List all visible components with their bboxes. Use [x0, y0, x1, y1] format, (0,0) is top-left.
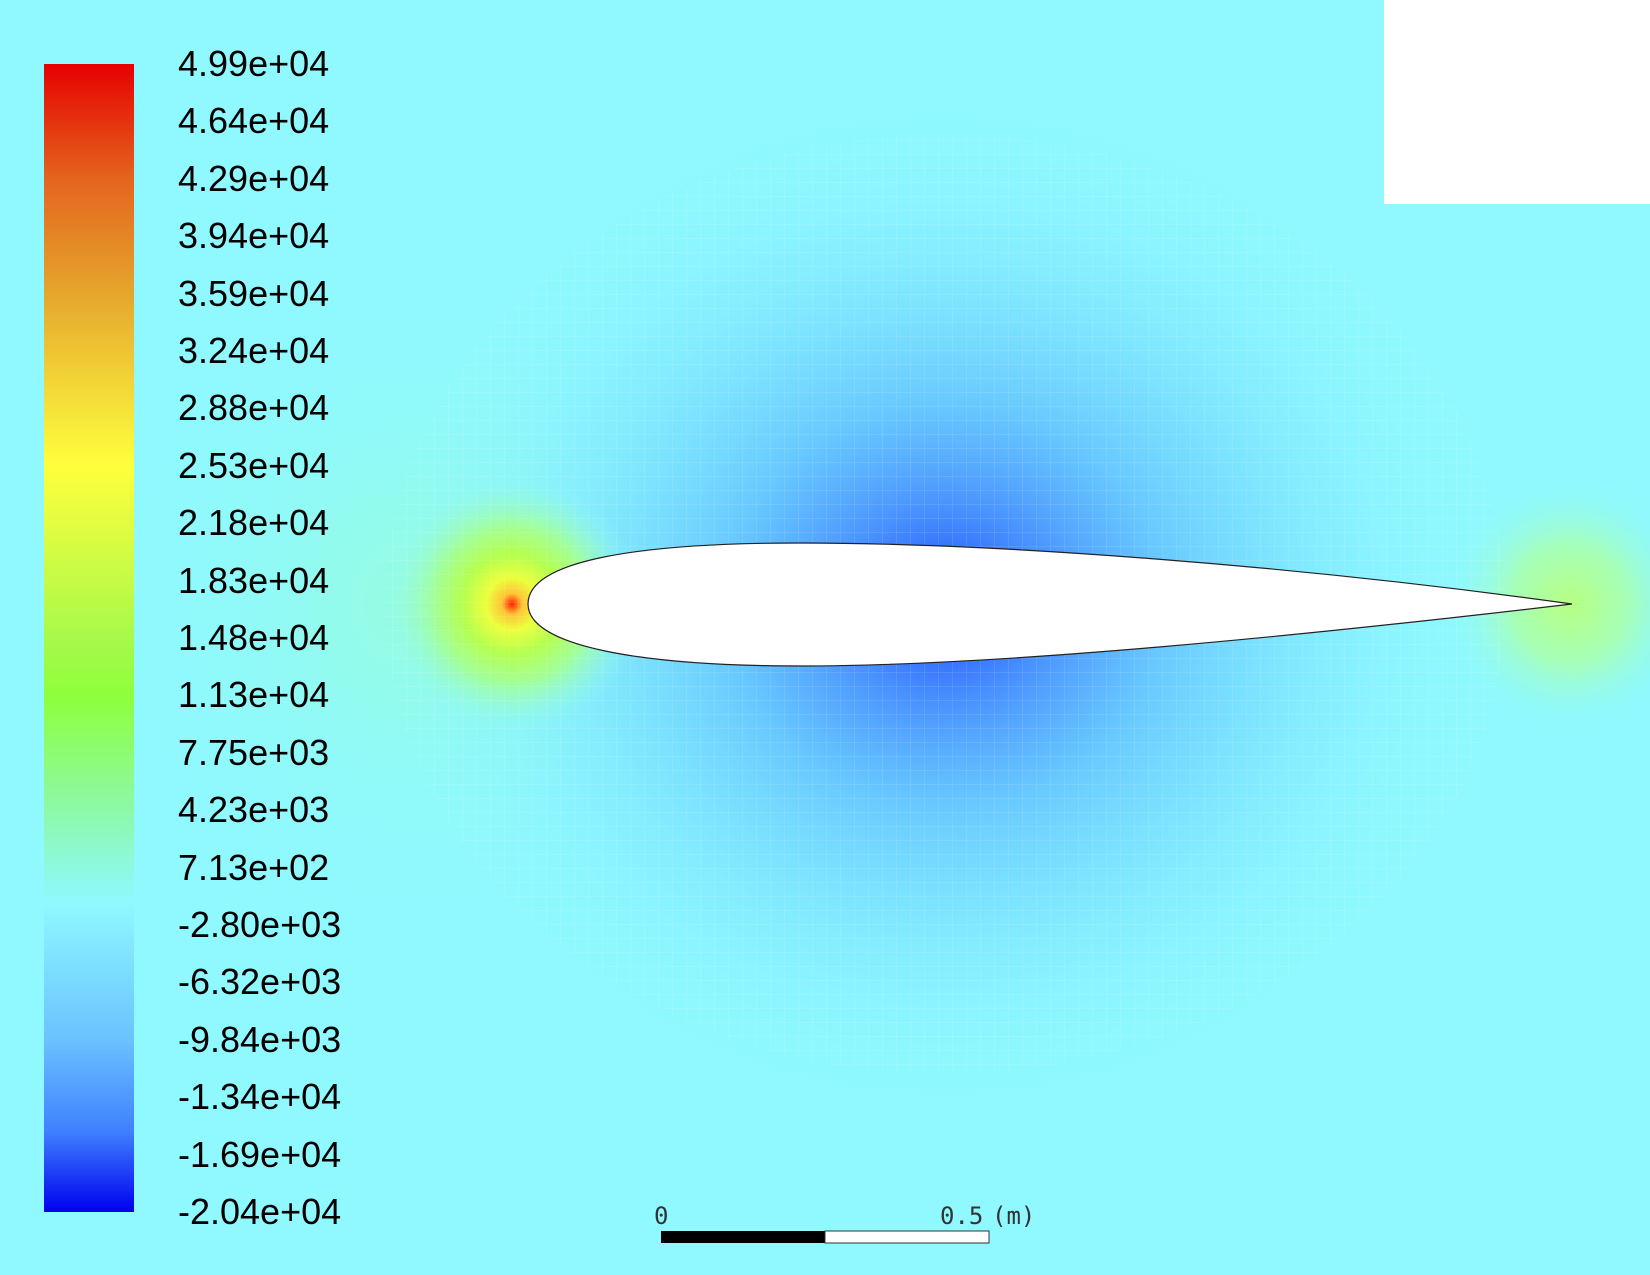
- colorbar-tick-label: -6.32e+03: [178, 961, 342, 1003]
- colorbar-tick-label: 2.18e+04: [178, 502, 330, 544]
- airfoil: [527, 542, 1573, 667]
- colorbar-tick-label: 4.64e+04: [178, 100, 330, 142]
- colorbar-tick-label: 1.83e+04: [178, 559, 330, 601]
- colorbar-tick-label: 2.53e+04: [178, 444, 330, 486]
- colorbar-tick-label: -1.69e+04: [178, 1133, 342, 1175]
- colorbar: [44, 64, 134, 1212]
- colorbar-tick-label: -9.84e+03: [178, 1018, 342, 1060]
- colorbar-tick-label: 4.99e+04: [178, 43, 330, 84]
- colorbar-labels: 4.99e+04 4.64e+04 4.29e+04 3.94e+04 3.59e+04…: [178, 46, 398, 1230]
- scale-start-label: 0: [654, 1202, 669, 1230]
- scale-unit-label: (m): [992, 1202, 1036, 1230]
- colorbar-tick-label: 1.48e+04: [178, 617, 330, 658]
- colorbar-tick-label: 4.29e+04: [178, 157, 330, 199]
- colorbar-tick-label: 2.88e+04: [178, 387, 330, 429]
- colorbar-tick-label: 7.13e+02: [178, 846, 330, 888]
- colorbar-tick-label: 4.23e+03: [178, 789, 330, 831]
- colorbar-tick-label: -2.80e+03: [178, 904, 342, 945]
- colorbar-tick-label: -1.34e+04: [178, 1076, 342, 1118]
- colorbar-tick-label: 3.94e+04: [178, 215, 330, 257]
- colorbar-tick-label: 7.75e+03: [178, 731, 330, 773]
- colorbar-tick-label: 3.24e+04: [178, 330, 330, 371]
- scale-bar: [661, 1230, 990, 1244]
- colorbar-tick-label: 3.59e+04: [178, 272, 330, 314]
- blank-corner: [1384, 0, 1650, 204]
- scale-end-label: 0.5: [940, 1202, 984, 1230]
- colorbar-tick-label: -2.04e+04: [178, 1191, 342, 1232]
- colorbar-tick-label: 1.13e+04: [178, 674, 330, 716]
